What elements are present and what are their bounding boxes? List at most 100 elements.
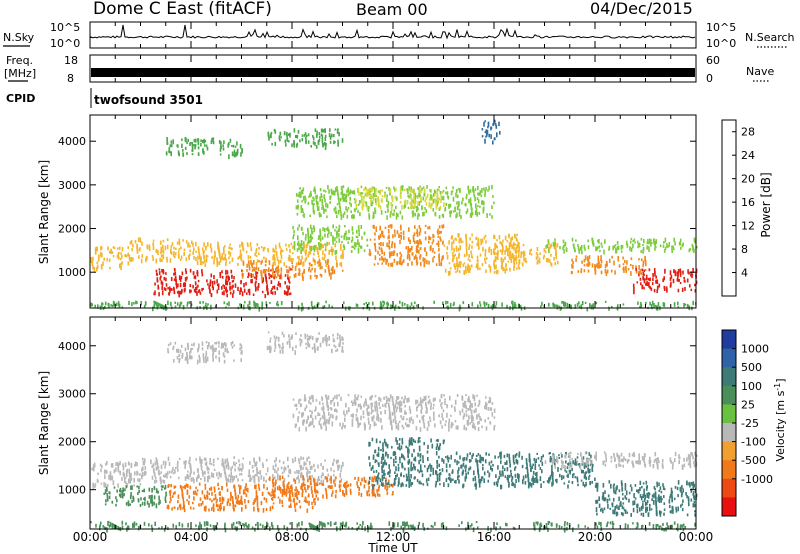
range-gate-cell [494, 257, 497, 263]
range-gate-cell [368, 526, 370, 529]
range-gate-cell [208, 475, 210, 479]
range-gate-cell [325, 491, 328, 494]
range-gate-cell [269, 506, 272, 512]
range-gate-cell [416, 479, 419, 483]
range-gate-cell [453, 301, 455, 306]
range-gate-cell [299, 187, 301, 190]
range-gate-cell [270, 131, 273, 134]
range-gate-cell [201, 288, 203, 292]
range-gate-cell [481, 263, 484, 267]
range-gate-cell [689, 248, 692, 251]
range-gate-cell [197, 152, 200, 156]
range-gate-cell [271, 496, 274, 501]
range-gate-cell [576, 302, 579, 307]
range-gate-cell [489, 268, 492, 273]
range-gate-cell [645, 262, 647, 267]
range-gate-cell [391, 243, 393, 248]
range-gate-cell [418, 447, 421, 452]
range-gate-cell [441, 258, 443, 262]
range-gate-cell [330, 475, 332, 480]
range-gate-cell [183, 251, 185, 256]
range-gate-cell [316, 201, 318, 205]
range-gate-cell [331, 400, 333, 403]
range-gate-cell [240, 257, 243, 262]
range-gate-cell [482, 209, 485, 214]
range-gate-cell [438, 474, 441, 478]
station-title: Dome C East (fitACF) [93, 0, 272, 19]
range-gate-cell [283, 485, 285, 488]
range-gate-cell [313, 197, 315, 202]
range-gate-cell [436, 203, 439, 207]
range-gate-cell [414, 440, 417, 443]
range-gate-cell [158, 469, 160, 472]
range-gate-cell [337, 401, 339, 407]
range-gate-cell [493, 408, 496, 413]
range-gate-cell [584, 525, 586, 528]
range-gate-cell [176, 241, 179, 245]
range-gate-cell [178, 241, 181, 246]
range-gate-cell [400, 474, 402, 477]
range-gate-cell [303, 499, 306, 502]
range-gate-cell [118, 246, 121, 250]
range-gate-cell [251, 268, 254, 272]
range-gate-cell [192, 284, 194, 289]
range-gate-cell [275, 470, 278, 474]
range-gate-cell [467, 419, 470, 424]
range-gate-cell [636, 522, 639, 526]
range-gate-cell [449, 212, 452, 218]
range-gate-cell [108, 491, 110, 494]
range-gate-cell [207, 479, 209, 483]
range-gate-cell [305, 249, 307, 254]
range-gate-cell [358, 200, 361, 205]
range-gate-cell [132, 522, 134, 528]
range-gate-cell [314, 189, 316, 195]
range-gate-cell [212, 137, 215, 141]
range-gate-cell [305, 462, 307, 466]
range-gate-cell [141, 501, 144, 506]
range-gate-cell [398, 438, 401, 441]
range-gate-cell [438, 253, 440, 257]
range-gate-cell [639, 277, 642, 281]
range-gate-cell [339, 210, 342, 213]
range-gate-cell [151, 527, 154, 532]
range-gate-cell [488, 248, 490, 253]
range-gate-cell [284, 132, 286, 135]
range-gate-cell [546, 244, 549, 248]
range-gate-cell [395, 457, 397, 460]
range-gate-cell [193, 139, 196, 143]
range-gate-cell [296, 492, 298, 497]
range-gate-cell [433, 255, 435, 258]
range-gate-cell [203, 242, 205, 247]
range-gate-cell [328, 485, 331, 489]
range-gate-cell [409, 239, 411, 245]
range-gate-cell [392, 251, 395, 256]
range-gate-cell [204, 477, 206, 482]
range-gate-cell [470, 403, 472, 407]
range-gate-cell [261, 259, 263, 263]
range-gate-cell [397, 480, 400, 485]
range-gate-cell [167, 526, 169, 530]
range-gate-cell [319, 246, 321, 251]
range-gate-cell [662, 523, 664, 526]
range-gate-cell [689, 284, 691, 288]
range-gate-cell [273, 249, 276, 252]
range-gate-cell [240, 152, 242, 157]
range-gate-cell [189, 289, 191, 294]
range-gate-cell [254, 527, 256, 532]
range-gate-cell [173, 246, 175, 250]
range-gate-cell [501, 302, 503, 307]
range-gate-cell [302, 210, 304, 214]
range-gate-cell [322, 208, 325, 211]
range-gate-cell [151, 494, 153, 497]
range-gate-cell [410, 461, 413, 465]
range-gate-cell [413, 457, 415, 461]
range-gate-cell [301, 200, 303, 203]
range-gate-cell [494, 246, 496, 250]
range-gate-cell [403, 235, 405, 240]
range-gate-cell [476, 263, 478, 266]
range-gate-cell [340, 464, 343, 470]
range-gate-cell [493, 201, 495, 205]
range-gate-cell [418, 437, 421, 440]
range-gate-cell [432, 467, 434, 472]
range-gate-cell [182, 153, 185, 157]
